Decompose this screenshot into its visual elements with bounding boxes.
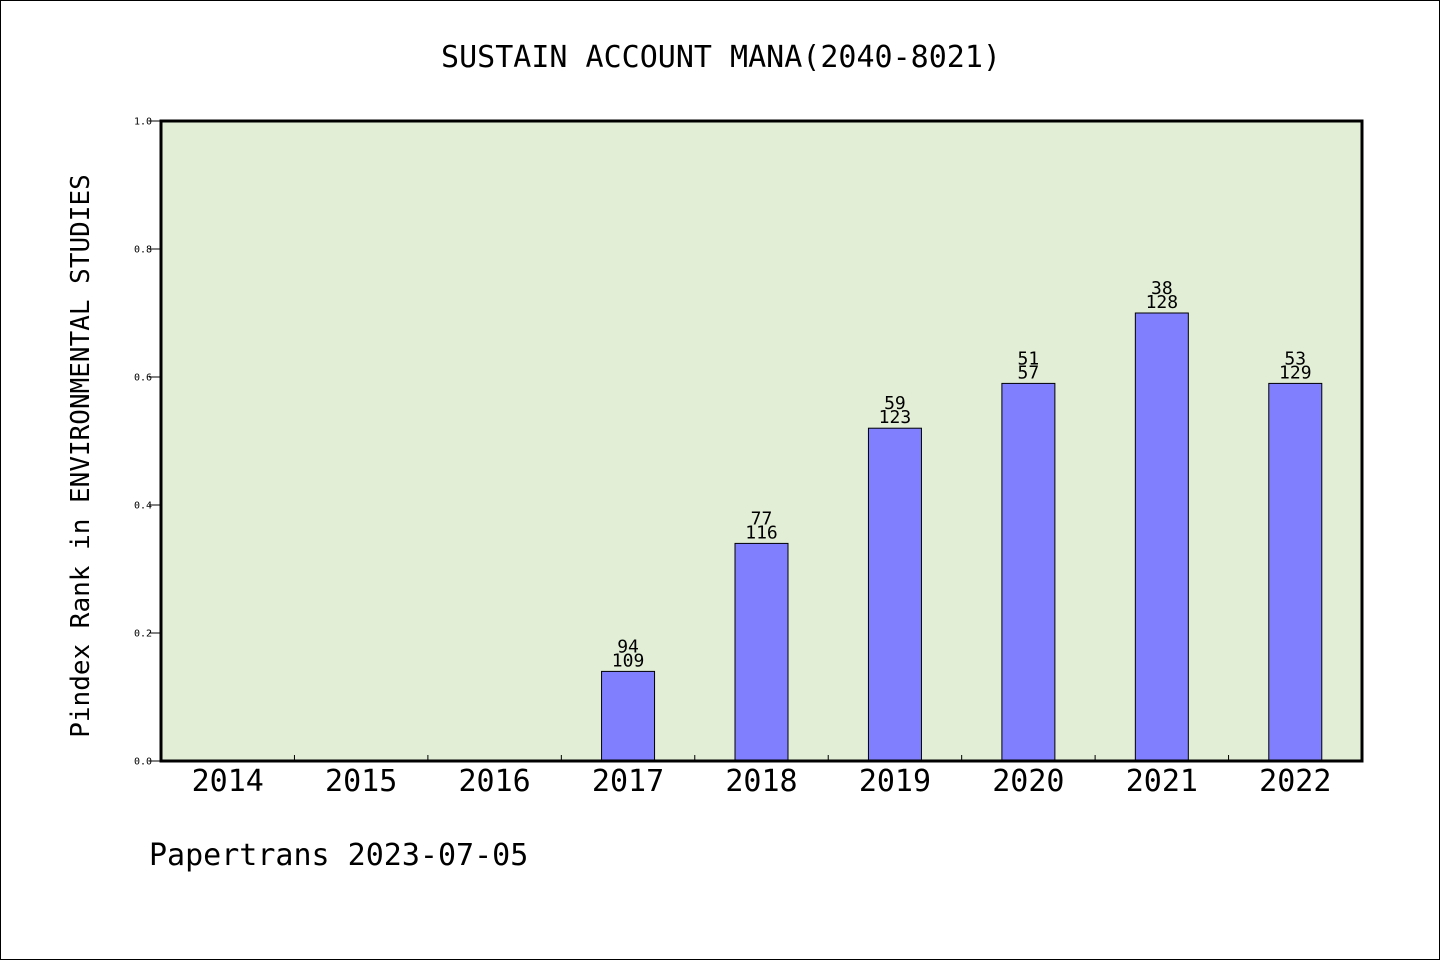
x-tick-label: 2014 xyxy=(192,764,264,799)
bar-2019 xyxy=(867,427,922,762)
bar-label-bottom: 116 xyxy=(745,522,778,543)
bar-label-top: 38 xyxy=(1151,278,1173,299)
bar-2020 xyxy=(1001,382,1056,762)
bar-label-bottom: 57 xyxy=(1018,362,1040,383)
bar-label-top: 77 xyxy=(751,508,773,529)
x-tick-label: 2018 xyxy=(725,764,797,799)
y-tick-label: 0.8 xyxy=(134,245,152,256)
y-axis-label: Pindex Rank in ENVIRONMENTAL STUDIES xyxy=(66,174,96,738)
y-tick-label: 0.4 xyxy=(134,501,152,512)
bar-2018 xyxy=(734,542,789,762)
x-tick-label: 2021 xyxy=(1126,764,1198,799)
x-tick-label: 2015 xyxy=(325,764,397,799)
bar-label-bottom: 128 xyxy=(1146,292,1179,313)
footer-text: Papertrans 2023-07-05 xyxy=(149,838,528,873)
bar-2017 xyxy=(601,670,656,762)
x-tick-label: 2017 xyxy=(592,764,664,799)
bar-2022 xyxy=(1268,382,1323,762)
axes-group: 0.0 0.2 0.4 0.6 0.8 1.0 2014 2015 2016 2017 2018 20… xyxy=(134,117,1331,800)
y-tick-label: 0.0 xyxy=(134,757,152,768)
x-tick-label: 2019 xyxy=(859,764,931,799)
bar-label-bottom: 109 xyxy=(612,650,645,671)
bar-label-bottom: 123 xyxy=(879,407,912,428)
bar-label-top: 51 xyxy=(1018,348,1040,369)
chart-title: SUSTAIN ACCOUNT MANA(2040-8021) xyxy=(441,40,1001,75)
plot-border xyxy=(159,119,1364,763)
bar-label-bottom: 129 xyxy=(1279,362,1312,383)
bar-2021 xyxy=(1134,312,1189,762)
x-tick-label: 2020 xyxy=(992,764,1064,799)
bar-label-top: 59 xyxy=(884,393,906,414)
bar-label-top: 94 xyxy=(617,636,639,657)
y-tick-label: 0.2 xyxy=(134,629,152,640)
y-tick-label: 1.0 xyxy=(134,117,152,128)
x-tick-label: 2022 xyxy=(1259,764,1331,799)
x-tick-label: 2016 xyxy=(458,764,530,799)
bar-label-top: 53 xyxy=(1284,348,1306,369)
y-tick-label: 0.6 xyxy=(134,373,152,384)
